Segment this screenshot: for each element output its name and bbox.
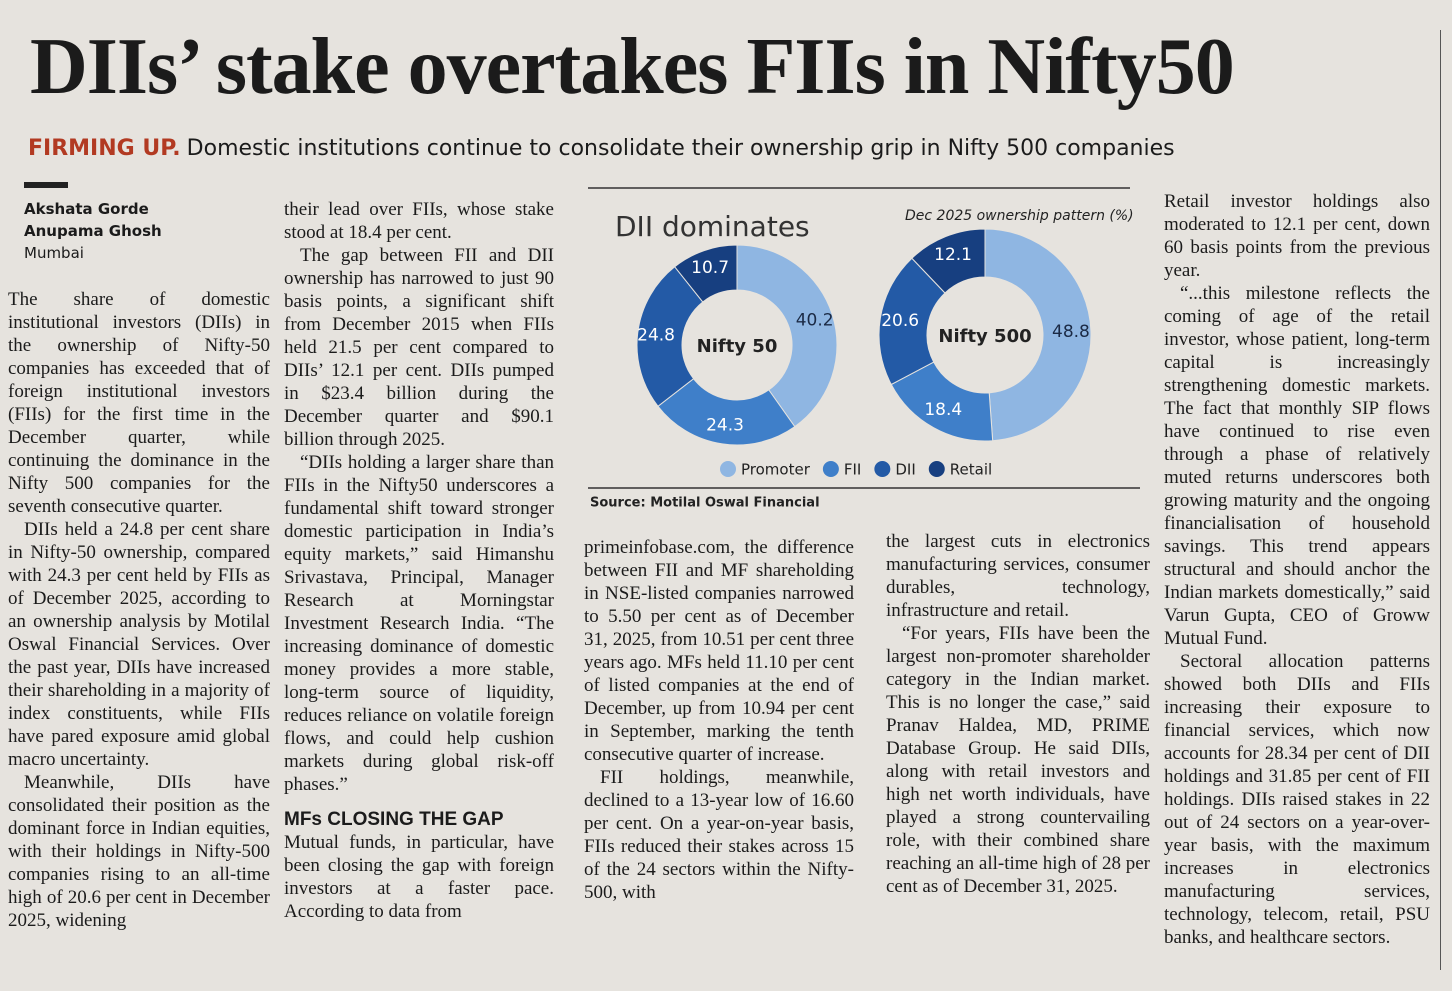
author: Anupama Ghosh bbox=[24, 222, 162, 240]
legend-label: Promoter bbox=[741, 461, 811, 479]
legend-swatch bbox=[720, 461, 736, 477]
legend-swatch bbox=[822, 461, 839, 477]
donut-segment bbox=[878, 257, 946, 386]
subhead: MFs CLOSING THE GAP bbox=[284, 809, 504, 830]
subheadline: FIRMING UP. Domestic institutions continu… bbox=[28, 136, 1175, 161]
paragraph: their lead over FIIs, whose stake stood … bbox=[284, 199, 554, 243]
paragraph: FII holdings, meanwhile, declined to a 1… bbox=[584, 767, 854, 903]
donut-segment bbox=[911, 228, 986, 294]
legend-swatch bbox=[928, 461, 945, 477]
subtitle: Domestic institutions continue to consol… bbox=[186, 136, 1175, 161]
byline-bar bbox=[24, 182, 68, 188]
chart-source: Source: Motilal Oswal Financial bbox=[590, 496, 820, 511]
data-label: 12.1 bbox=[934, 245, 972, 265]
paragraph: “...this milestone reflects the coming o… bbox=[1164, 283, 1430, 649]
data-label: 18.4 bbox=[924, 400, 962, 420]
paragraph: the largest cuts in electronics manufact… bbox=[886, 531, 1150, 621]
donut-center-label: Nifty 50 bbox=[697, 336, 778, 357]
column: Retail investor holdings also moderated … bbox=[1164, 190, 1430, 980]
data-label: 48.8 bbox=[1052, 322, 1090, 342]
paragraph: The share of domestic institutional inve… bbox=[8, 289, 270, 517]
legend-swatch bbox=[874, 461, 891, 477]
data-label: 10.7 bbox=[691, 258, 729, 278]
kicker: FIRMING UP. bbox=[28, 136, 181, 161]
donut-segment bbox=[657, 378, 796, 446]
column: The share of domestic institutional inve… bbox=[8, 288, 270, 978]
legend-label: Retail bbox=[950, 461, 992, 479]
place: Mumbai bbox=[24, 244, 84, 262]
donut-segment bbox=[636, 266, 704, 407]
legend-label: DII bbox=[895, 461, 915, 479]
data-label: 24.3 bbox=[706, 416, 744, 436]
paragraph: “DIIs holding a larger share than FIIs i… bbox=[284, 452, 554, 795]
paragraph: Meanwhile, DIIs have consolidated their … bbox=[8, 772, 270, 931]
column-rule bbox=[1440, 30, 1441, 970]
data-label: 24.8 bbox=[637, 325, 675, 345]
byline: Akshata Gorde Anupama Ghosh Mumbai bbox=[24, 182, 162, 264]
paragraph: Sectoral allocation patterns showed both… bbox=[1164, 651, 1430, 948]
chart: DII dominates Dec 2025 ownership pattern… bbox=[588, 187, 1140, 511]
column: the largest cuts in electronics manufact… bbox=[886, 530, 1150, 976]
paragraph: Mutual funds, in particular, have been c… bbox=[284, 832, 554, 922]
donut-center-label: Nifty 500 bbox=[938, 326, 1031, 347]
data-label: 40.2 bbox=[796, 310, 834, 330]
column: primeinfobase.com, the difference betwee… bbox=[584, 536, 854, 976]
chart-title: DII dominates bbox=[615, 210, 810, 243]
legend-label: FII bbox=[844, 461, 861, 479]
data-label: 20.6 bbox=[881, 311, 919, 331]
paragraph: primeinfobase.com, the difference betwee… bbox=[584, 537, 854, 765]
chart-subtitle: Dec 2025 ownership pattern (%) bbox=[905, 208, 1134, 224]
column: their lead over FIIs, whose stake stood … bbox=[284, 198, 554, 978]
donut-segment bbox=[984, 228, 1092, 442]
paragraph: The gap between FII and DII ownership ha… bbox=[284, 245, 554, 450]
paragraph: Retail investor holdings also moderated … bbox=[1164, 191, 1430, 281]
paragraph: “For years, FIIs have been the largest n… bbox=[886, 623, 1150, 897]
paragraph: DIIs held a 24.8 per cent share in Nifty… bbox=[8, 519, 270, 770]
donut-segment bbox=[736, 244, 838, 428]
donut-segment bbox=[674, 244, 738, 303]
author: Akshata Gorde bbox=[24, 200, 149, 218]
headline: DIIs’ stake overtakes FIIs in Nifty50 bbox=[30, 23, 1235, 111]
